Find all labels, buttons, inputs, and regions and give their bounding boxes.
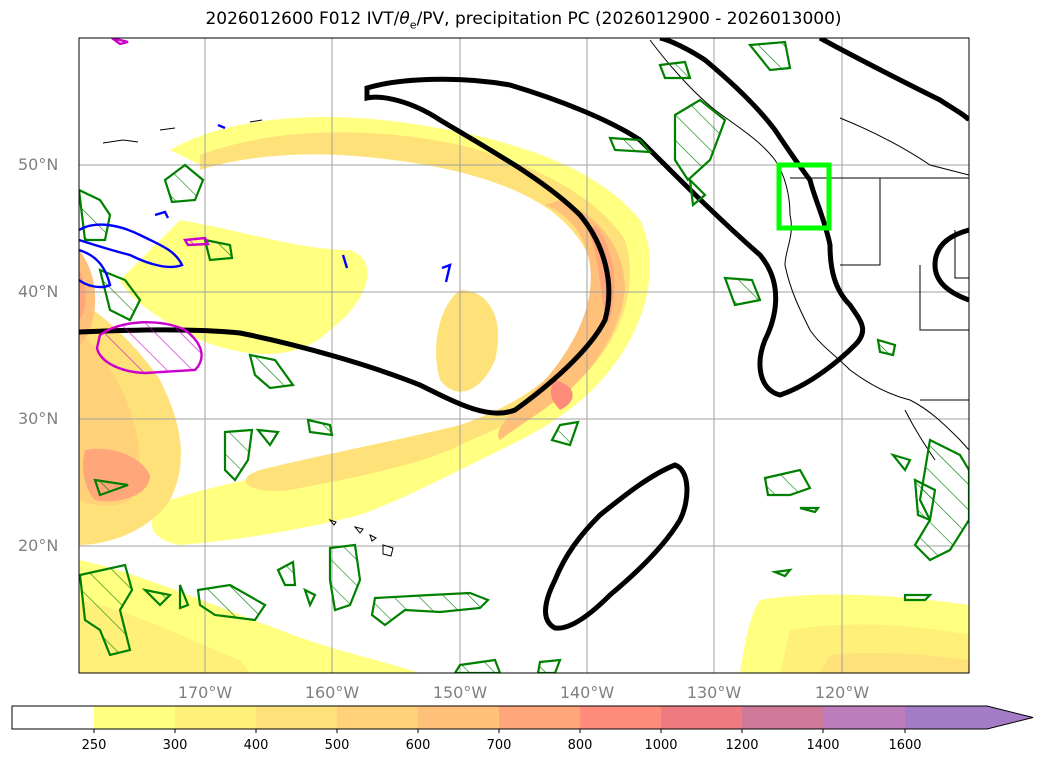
colorbar-label-1600: 1600 <box>888 738 922 753</box>
colorbar-label-1200: 1200 <box>725 738 759 753</box>
lon-label-170w: 170°W <box>177 683 233 702</box>
lat-label-30n: 30°N <box>18 409 59 428</box>
ivt-contours <box>79 38 969 631</box>
colorbar-label-1400: 1400 <box>806 738 840 753</box>
lat-label-20n: 20°N <box>18 536 59 555</box>
lat-label-50n: 50°N <box>18 155 59 174</box>
precip-contours <box>79 40 969 673</box>
colorbar-label-700: 700 <box>486 738 512 753</box>
lat-label-40n: 40°N <box>18 282 59 301</box>
ivt-shading <box>79 117 969 673</box>
coastline <box>649 39 969 461</box>
hawaii-islands <box>102 119 394 557</box>
colorbar-label-300: 300 <box>162 738 188 753</box>
title-theta: θ <box>399 9 410 29</box>
lon-label-130w: 130°W <box>686 683 742 702</box>
lon-label-160w: 160°W <box>304 683 360 702</box>
lon-label-120w: 120°W <box>814 683 870 702</box>
colorbar-label-500: 500 <box>324 738 350 753</box>
colorbar <box>11 705 1034 733</box>
title-prefix: 2026012600 F012 IVT/ <box>205 9 400 29</box>
colorbar-label-1000: 1000 <box>644 738 678 753</box>
lon-label-140w: 140°W <box>559 683 615 702</box>
pv-contours-magenta <box>95 38 210 375</box>
colorbar-label-600: 600 <box>405 738 431 753</box>
colorbar-label-400: 400 <box>243 738 269 753</box>
colorbar-label-250: 250 <box>81 738 107 753</box>
title-subscript: e <box>409 18 417 32</box>
map-frame <box>78 37 970 674</box>
colorbar-label-800: 800 <box>567 738 593 753</box>
target-region-box <box>776 162 832 231</box>
title-suffix: /PV, precipitation PC (2026012900 - 2026… <box>416 9 842 29</box>
lon-label-150w: 150°W <box>432 683 488 702</box>
map-title: 2026012600 F012 IVT/θe/PV, precipitation… <box>0 9 1047 31</box>
pv-contours-blue <box>79 123 452 289</box>
